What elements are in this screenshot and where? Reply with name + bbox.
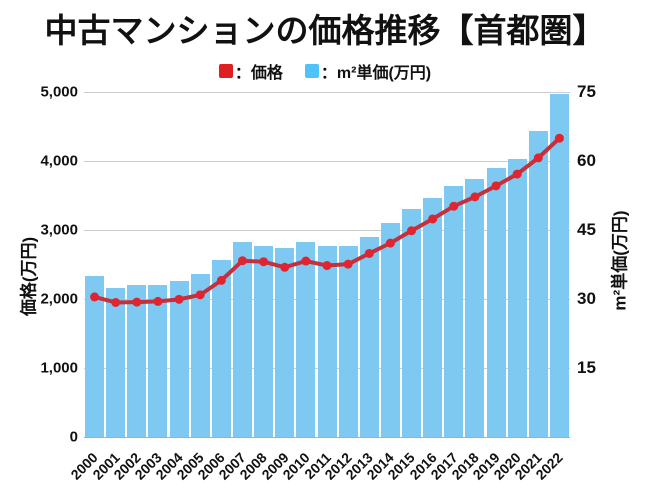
price-point-2004 [174, 294, 184, 304]
unit-bar-2018 [465, 179, 485, 437]
unit-bar-2015 [402, 209, 422, 437]
legend: ：価格 ：m²単価(万円) [0, 59, 650, 83]
left-tick-0: 0 [69, 428, 78, 446]
unit-bar-2004 [169, 280, 189, 437]
price-point-2019 [491, 181, 501, 191]
left-tick-5000: 5,000 [40, 83, 78, 101]
legend-item-unit: ：m²単価(万円) [304, 59, 432, 83]
gridline-5000 [84, 92, 570, 93]
chart-title: 中古マンションの価格推移【首都圏】 [44, 12, 606, 49]
price-point-2001 [111, 297, 121, 307]
price-point-2015 [407, 226, 417, 236]
price-point-2013 [364, 248, 374, 258]
price-point-2005 [195, 290, 205, 300]
unit-bar-2000 [85, 276, 105, 437]
unit-bar-2005 [190, 273, 210, 437]
left-tick-3000: 3,000 [40, 221, 78, 239]
right-tick-15: 15 [577, 358, 596, 377]
unit-bar-2014 [380, 223, 400, 437]
legend-unit-label: ：m²単価(万円) [320, 65, 432, 82]
unit-bar-2009 [275, 248, 295, 437]
gridline-3000 [84, 230, 570, 231]
price-point-2018 [470, 192, 480, 202]
right-tick-45: 45 [577, 220, 596, 239]
unit-bar-2012 [338, 246, 358, 437]
x-axis-baseline [84, 437, 570, 438]
gridline-4000 [84, 161, 570, 162]
unit-bar-2010 [296, 241, 316, 437]
unit-bar-2008 [254, 246, 274, 437]
price-point-2008 [259, 257, 269, 267]
right-tick-75: 75 [577, 82, 596, 101]
price-point-2006 [216, 275, 226, 285]
price-swatch-icon [218, 64, 233, 78]
price-point-2016 [428, 214, 438, 224]
legend-item-price: ：価格 [218, 59, 283, 83]
price-point-2021 [533, 153, 543, 163]
price-point-2017 [449, 201, 459, 211]
unit-bar-2011 [317, 246, 337, 437]
unit-bar-2022 [549, 94, 569, 437]
left-tick-2000: 2,000 [40, 290, 78, 308]
price-point-2007 [237, 256, 247, 266]
plot-area [84, 92, 570, 438]
price-point-2000 [90, 292, 100, 302]
legend-price-label: ：価格 [234, 65, 283, 82]
right-tick-30: 30 [577, 289, 596, 308]
price-point-2010 [301, 256, 311, 266]
price-point-2020 [512, 169, 522, 179]
unit-bar-2016 [423, 197, 443, 437]
price-line-svg [90, 133, 564, 307]
right-tick-60: 60 [577, 151, 596, 170]
unit-bar-2019 [486, 167, 506, 437]
price-point-2002 [132, 297, 142, 307]
left-tick-1000: 1,000 [40, 359, 78, 377]
left-tick-4000: 4,000 [40, 152, 78, 170]
price-point-2009 [280, 262, 290, 272]
unit-bar-2020 [507, 158, 527, 437]
price-point-2011 [322, 261, 332, 271]
price-line [92, 136, 562, 305]
price-point-2022 [554, 133, 564, 143]
unit-bar-2021 [528, 131, 548, 437]
unit-bar-2013 [359, 236, 379, 437]
right-axis-title: m²単価(万円) [610, 210, 630, 311]
unit-bar-2017 [444, 186, 464, 437]
price-point-2014 [385, 238, 395, 248]
unit-bar-2003 [148, 285, 168, 437]
price-point-2003 [153, 296, 163, 306]
unit-bar-2001 [106, 287, 126, 437]
price-point-2012 [343, 259, 353, 269]
unit-swatch-icon [304, 64, 319, 78]
unit-bar-2006 [211, 259, 231, 437]
unit-bar-2002 [127, 285, 147, 437]
unit-bar-2007 [232, 241, 252, 437]
